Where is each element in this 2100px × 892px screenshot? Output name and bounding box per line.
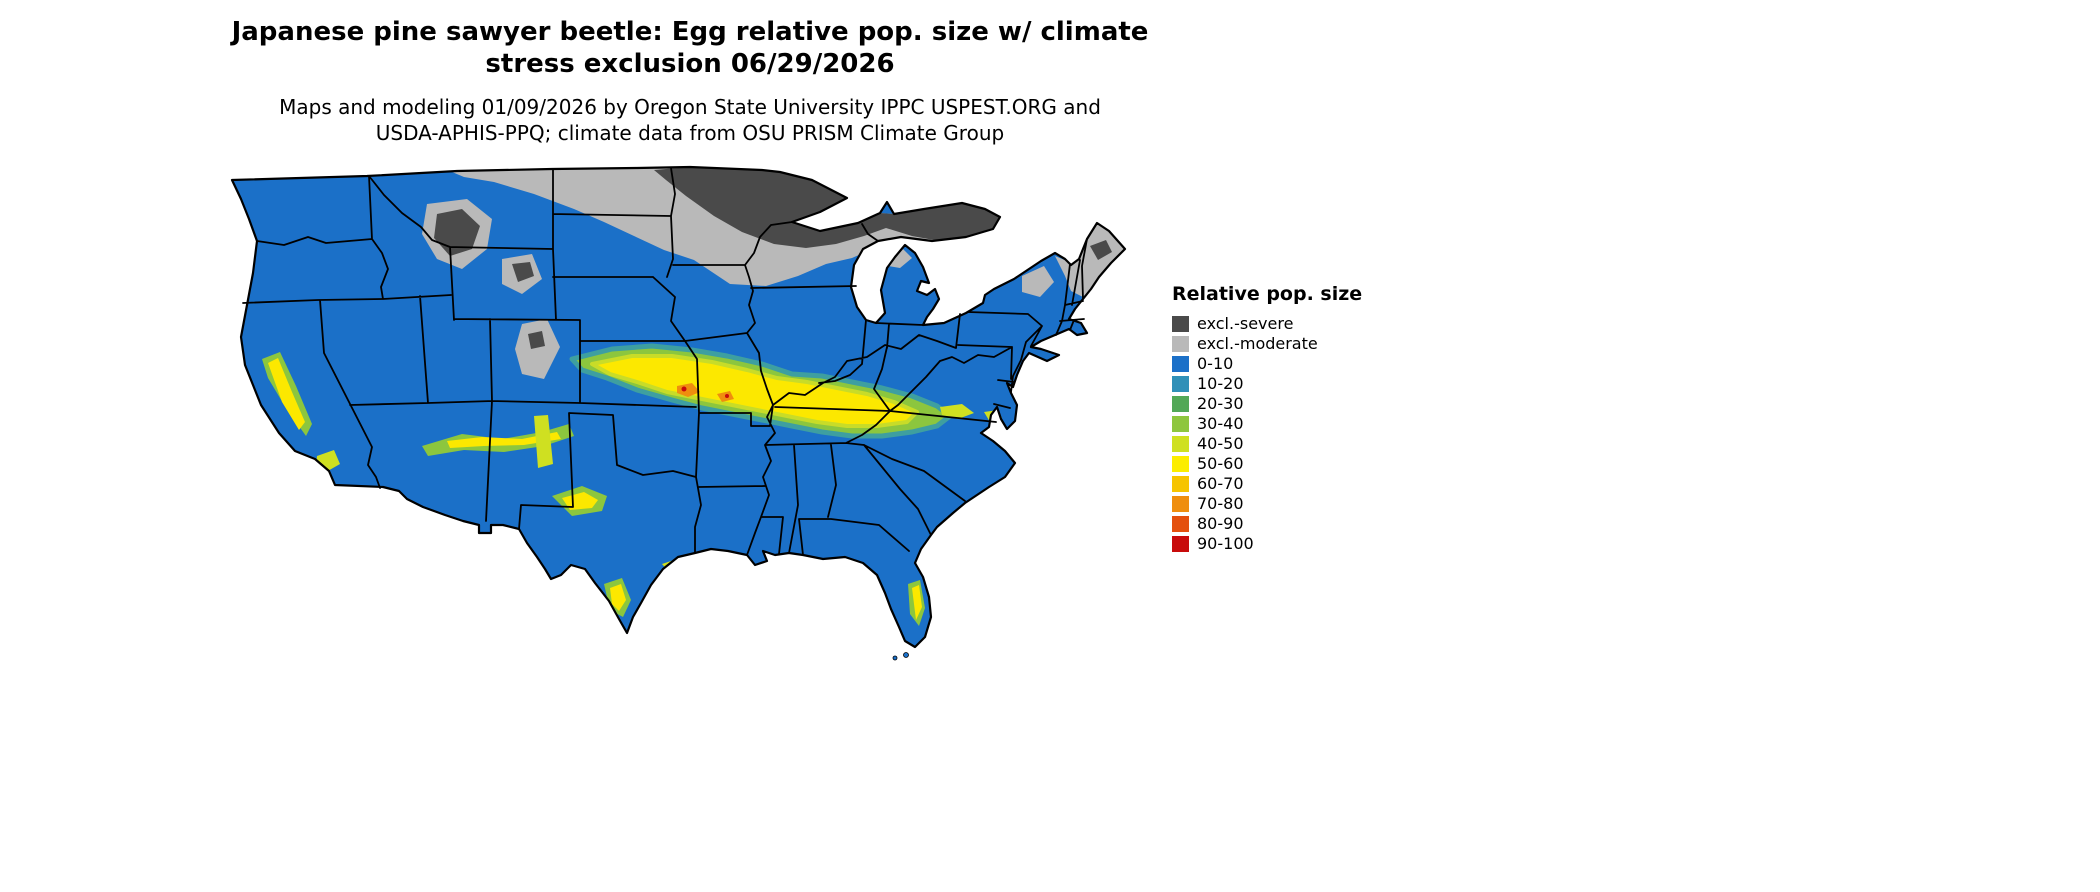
legend-item-10-20: 10-20 (1172, 374, 1362, 393)
legend-label-30-40: 30-40 (1197, 414, 1244, 433)
legend-item-80-90: 80-90 (1172, 514, 1362, 533)
page-title-line1: Japanese pine sawyer beetle: Egg relativ… (231, 17, 1149, 47)
legend-swatch-50-60 (1172, 455, 1189, 472)
legend-swatch-excl-severe (1172, 315, 1189, 332)
legend-item-0-10: 0-10 (1172, 354, 1362, 373)
legend-label-20-30: 20-30 (1197, 394, 1244, 413)
legend-label-excl-severe: excl.-severe (1197, 314, 1294, 333)
legend: Relative pop. size excl.-severe excl.-mo… (1172, 283, 1362, 554)
legend-item-20-30: 20-30 (1172, 394, 1362, 413)
page-title-line2: stress exclusion 06/29/2026 (485, 49, 895, 79)
legend-item-excl-moderate: excl.-moderate (1172, 334, 1362, 353)
legend-swatch-40-50 (1172, 435, 1189, 452)
figure-header: Japanese pine sawyer beetle: Egg relativ… (0, 16, 1380, 146)
legend-label-80-90: 80-90 (1197, 514, 1244, 533)
legend-label-10-20: 10-20 (1197, 374, 1244, 393)
legend-swatch-0-10 (1172, 355, 1189, 372)
map-region-west-pockets (262, 352, 682, 617)
legend-label-excl-moderate: excl.-moderate (1197, 334, 1318, 353)
legend-swatch-80-90 (1172, 515, 1189, 532)
legend-swatch-30-40 (1172, 415, 1189, 432)
legend-item-90-100: 90-100 (1172, 534, 1362, 553)
legend-item-70-80: 70-80 (1172, 494, 1362, 513)
legend-label-40-50: 40-50 (1197, 434, 1244, 453)
legend-item-60-70: 60-70 (1172, 474, 1362, 493)
legend-swatch-70-80 (1172, 495, 1189, 512)
legend-item-50-60: 50-60 (1172, 454, 1362, 473)
us-outline (230, 165, 1127, 649)
subtitle-line1: Maps and modeling 01/09/2026 by Oregon S… (279, 95, 1101, 119)
legend-item-30-40: 30-40 (1172, 414, 1362, 433)
legend-label-70-80: 70-80 (1197, 494, 1244, 513)
florida-keys (892, 652, 909, 661)
us-map-container (222, 164, 1142, 669)
legend-label-60-70: 60-70 (1197, 474, 1244, 493)
state-borders (242, 167, 1088, 556)
us-map (230, 165, 1127, 661)
legend-swatch-60-70 (1172, 475, 1189, 492)
legend-swatch-10-20 (1172, 375, 1189, 392)
figure-subtitle: Maps and modeling 01/09/2026 by Oregon S… (0, 94, 1380, 146)
legend-label-0-10: 0-10 (1197, 354, 1234, 373)
legend-title: Relative pop. size (1172, 283, 1363, 305)
legend-item-excl-severe: excl.-severe (1172, 314, 1362, 333)
legend-swatch-20-30 (1172, 395, 1189, 412)
legend-swatch-excl-moderate (1172, 335, 1189, 352)
legend-swatch-90-100 (1172, 535, 1189, 552)
legend-label-50-60: 50-60 (1197, 454, 1244, 473)
legend-label-90-100: 90-100 (1197, 534, 1254, 553)
legend-item-40-50: 40-50 (1172, 434, 1362, 453)
subtitle-line2: USDA-APHIS-PPQ; climate data from OSU PR… (375, 121, 1005, 145)
